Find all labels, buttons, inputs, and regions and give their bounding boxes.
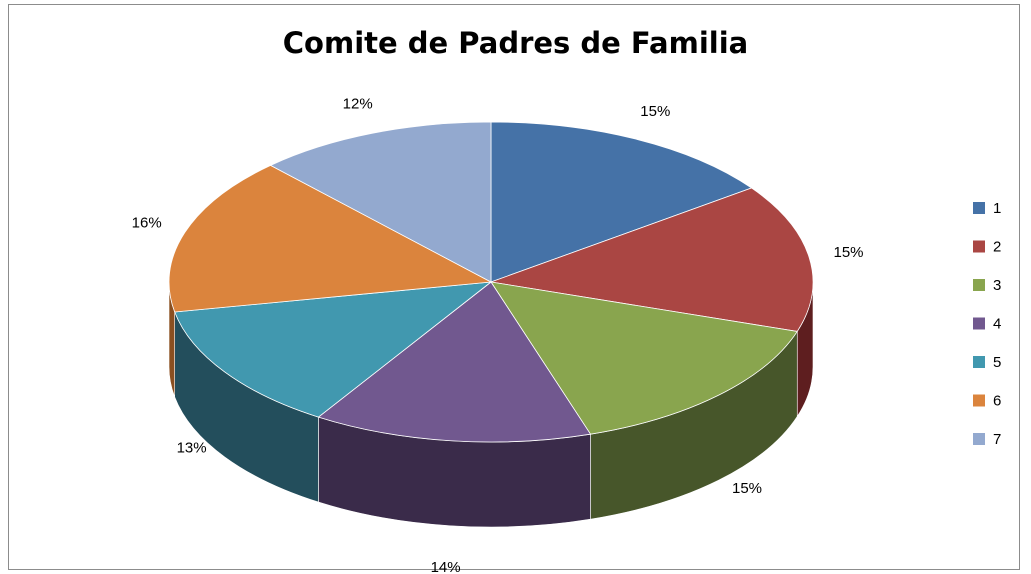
legend-swatch-5	[973, 356, 985, 368]
legend: 1 2 3 4 5 6 7	[973, 200, 1001, 448]
data-labels: 15% 15% 15% 14% 13% 16% 12%	[132, 96, 864, 574]
slice-6	[168, 164, 493, 313]
legend-swatch-6	[973, 394, 985, 407]
slice-3	[490, 281, 798, 435]
data-label-6: 16%	[132, 215, 162, 232]
data-label-7: 12%	[343, 96, 373, 113]
data-label-4: 14%	[431, 559, 461, 574]
chart-title: Comite de Padres de Familia	[282, 26, 749, 60]
legend-swatch-2	[973, 240, 985, 253]
legend-swatch-3	[973, 279, 985, 291]
legend-label-1: 1	[993, 200, 1001, 217]
legend-label-7: 7	[993, 431, 1001, 448]
slice-4	[317, 281, 592, 443]
slice-5	[174, 281, 493, 418]
pie-slices	[168, 121, 814, 443]
slice-7	[269, 121, 492, 283]
legend-label-2: 2	[993, 239, 1001, 256]
pie-sides	[168, 281, 814, 528]
data-label-1: 15%	[640, 103, 670, 120]
legend-label-3: 3	[993, 277, 1001, 294]
slice-2	[489, 187, 814, 332]
data-label-3: 15%	[732, 480, 762, 497]
legend-swatch-4	[973, 317, 985, 330]
data-label-2: 15%	[833, 244, 863, 261]
legend-label-5: 5	[993, 354, 1001, 371]
legend-label-4: 4	[993, 316, 1001, 333]
slice-1	[490, 121, 753, 283]
legend-swatch-7	[973, 433, 985, 445]
legend-swatch-1	[973, 202, 985, 214]
legend-label-6: 6	[993, 393, 1001, 410]
data-label-5: 13%	[177, 440, 207, 457]
